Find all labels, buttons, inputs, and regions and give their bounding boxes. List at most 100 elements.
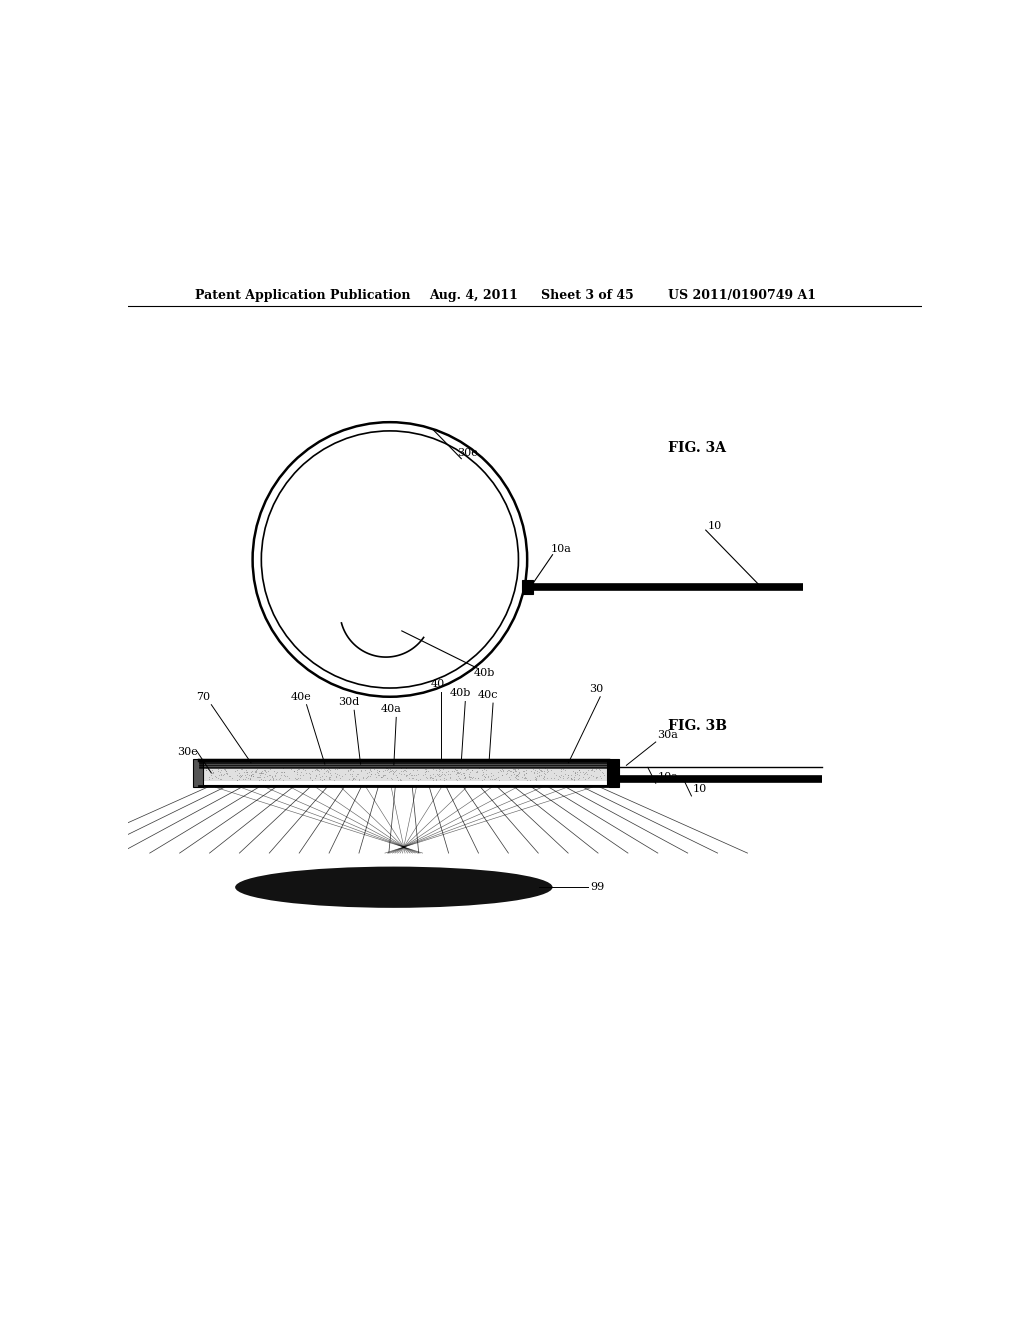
- Point: [337, 764, 353, 785]
- Point: [574, 762, 591, 783]
- Point: [295, 764, 311, 785]
- Point: [362, 760, 379, 781]
- Point: [353, 759, 370, 780]
- Text: 40b: 40b: [450, 688, 471, 698]
- Point: [323, 768, 339, 789]
- Point: [331, 758, 347, 779]
- Point: [567, 762, 584, 783]
- Point: [262, 768, 279, 789]
- Point: [263, 766, 280, 787]
- Point: [417, 762, 433, 783]
- Point: [289, 763, 305, 784]
- Point: [216, 758, 232, 779]
- Point: [258, 766, 274, 787]
- Point: [398, 758, 415, 779]
- Point: [304, 770, 321, 791]
- Point: [253, 768, 269, 789]
- Point: [375, 766, 391, 787]
- Point: [229, 759, 246, 780]
- Bar: [194, 759, 203, 787]
- Point: [417, 764, 433, 785]
- Point: [494, 764, 510, 785]
- Text: 70: 70: [197, 692, 211, 701]
- Point: [428, 770, 444, 791]
- Point: [474, 764, 490, 785]
- Point: [388, 759, 404, 780]
- Point: [432, 759, 449, 780]
- Point: [297, 759, 313, 780]
- Point: [334, 766, 350, 787]
- Point: [425, 768, 441, 789]
- Point: [388, 766, 404, 787]
- Point: [204, 767, 220, 788]
- Point: [476, 767, 493, 788]
- Point: [383, 768, 399, 789]
- Bar: [609, 759, 620, 787]
- Point: [507, 759, 523, 780]
- Point: [253, 763, 269, 784]
- Point: [313, 770, 330, 791]
- Point: [238, 762, 254, 783]
- Point: [371, 760, 387, 781]
- Point: [383, 760, 399, 781]
- Point: [230, 768, 247, 789]
- Point: [514, 767, 530, 788]
- Point: [329, 758, 345, 779]
- Point: [501, 760, 517, 781]
- Point: [329, 763, 345, 784]
- Point: [570, 767, 587, 788]
- Point: [257, 760, 273, 781]
- Point: [302, 768, 318, 789]
- Point: [539, 758, 555, 779]
- Point: [496, 759, 512, 780]
- Point: [506, 759, 522, 780]
- Point: [451, 767, 467, 788]
- Point: [560, 764, 577, 785]
- Point: [422, 764, 438, 785]
- Point: [521, 770, 538, 791]
- Point: [594, 762, 610, 783]
- Point: [217, 759, 233, 780]
- Point: [572, 762, 589, 783]
- Point: [319, 760, 336, 781]
- Point: [210, 768, 226, 789]
- Point: [286, 760, 302, 781]
- Point: [584, 759, 600, 780]
- Point: [243, 762, 259, 783]
- Point: [581, 766, 597, 787]
- Point: [287, 760, 303, 781]
- Point: [419, 760, 435, 781]
- Point: [461, 766, 477, 787]
- Point: [424, 770, 440, 791]
- Point: [229, 770, 246, 791]
- Point: [267, 768, 284, 789]
- Point: [416, 764, 432, 785]
- Point: [461, 764, 477, 785]
- Point: [494, 759, 510, 780]
- Point: [519, 770, 536, 791]
- Point: [239, 763, 255, 784]
- Point: [204, 760, 220, 781]
- Point: [341, 768, 357, 789]
- Point: [470, 767, 486, 788]
- Point: [409, 759, 425, 780]
- Point: [517, 763, 534, 784]
- Point: [371, 764, 387, 785]
- Point: [585, 766, 601, 787]
- Point: [442, 763, 459, 784]
- Point: [427, 766, 443, 787]
- Text: Patent Application Publication: Patent Application Publication: [196, 289, 411, 302]
- Point: [508, 768, 524, 789]
- Point: [370, 762, 386, 783]
- Point: [575, 763, 592, 784]
- Point: [236, 762, 252, 783]
- Point: [478, 763, 495, 784]
- Point: [300, 763, 316, 784]
- Point: [451, 762, 467, 783]
- Point: [379, 759, 395, 780]
- Text: FIG. 3B: FIG. 3B: [668, 719, 727, 733]
- Point: [322, 759, 338, 780]
- Point: [557, 759, 573, 780]
- Point: [393, 758, 410, 779]
- Point: [253, 763, 269, 784]
